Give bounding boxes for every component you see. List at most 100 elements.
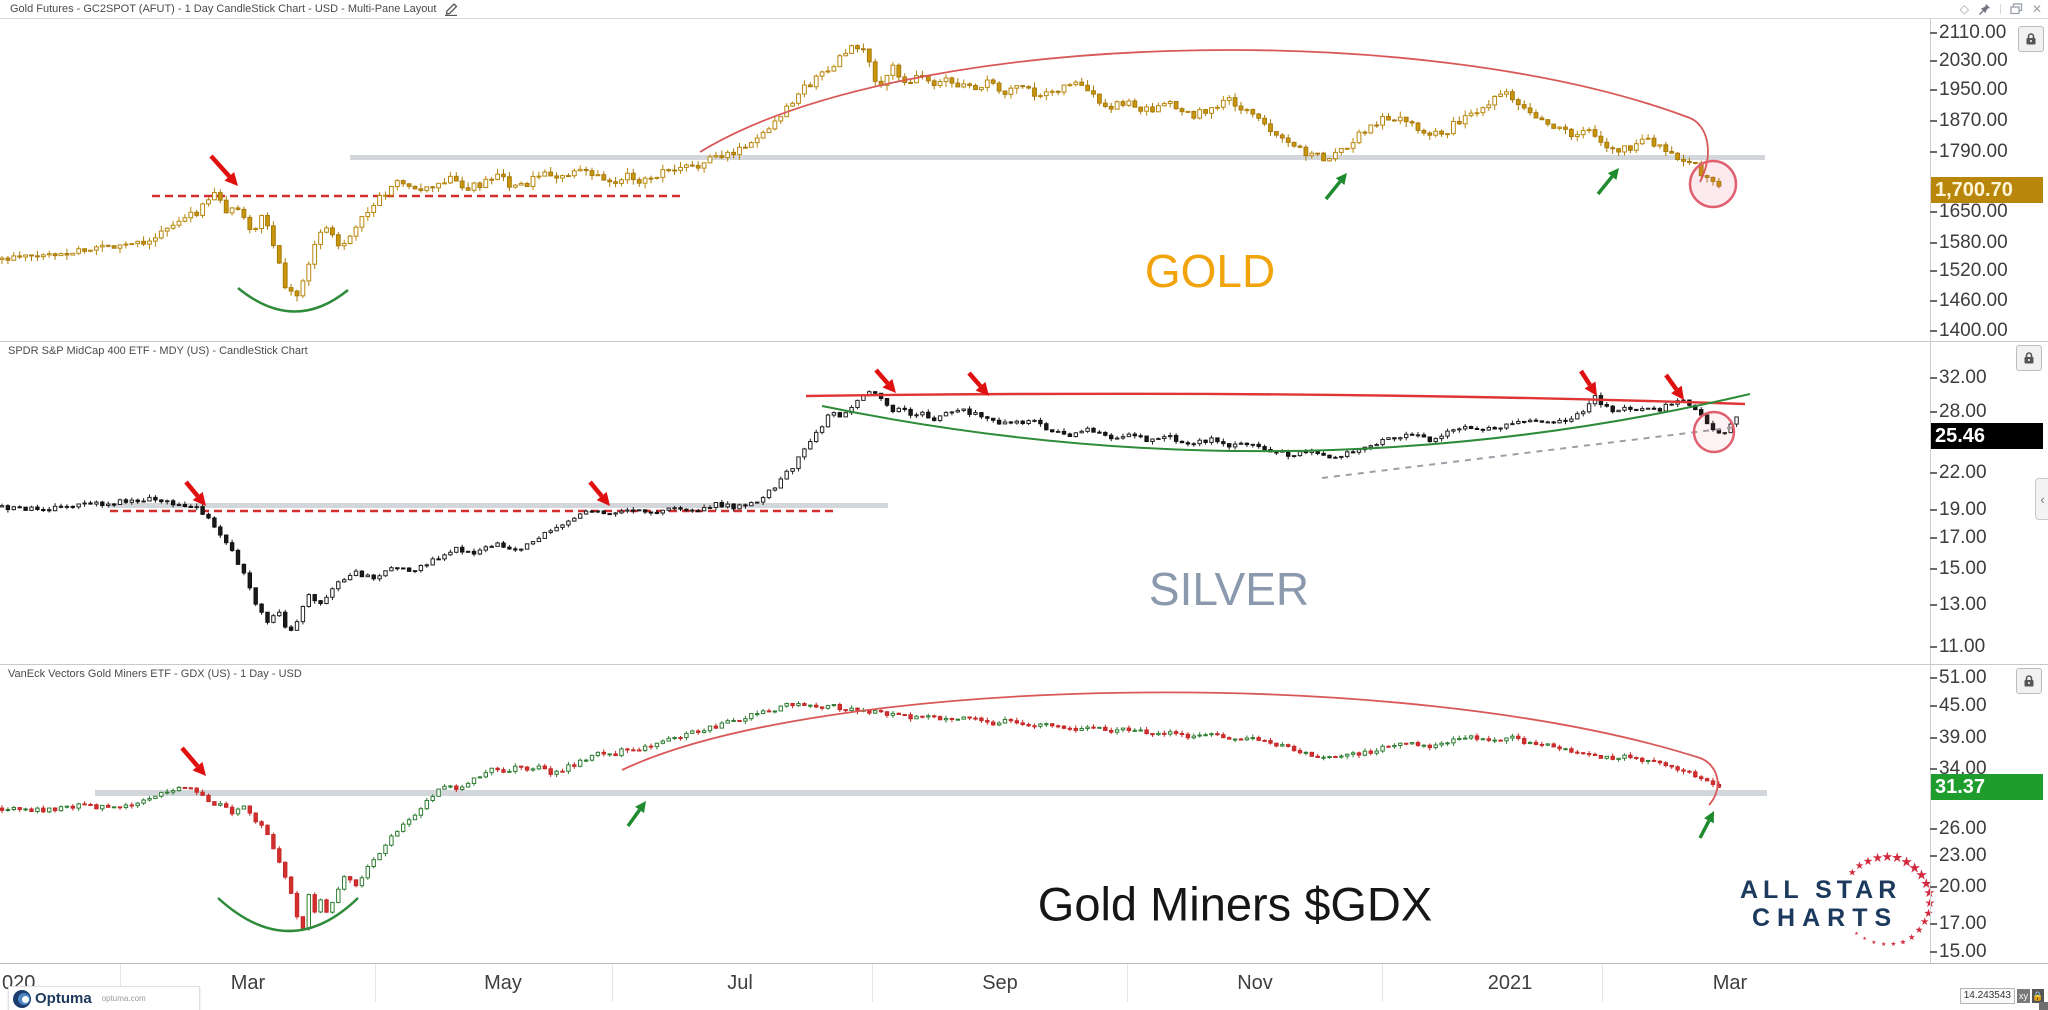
y-axis-tick: 1520.00 xyxy=(1930,260,2044,282)
y-axis-tick: 45.00 xyxy=(1930,695,2044,717)
close-icon[interactable]: ✕ xyxy=(2031,2,2042,16)
y-axis-tick: 34.00 xyxy=(1930,758,2044,780)
status-lock-icon[interactable]: 🔒 xyxy=(2032,989,2044,1003)
y-axis-tick: 2030.00 xyxy=(1930,50,2044,72)
star-icon: ★ xyxy=(1899,937,1907,947)
star-icon: ★ xyxy=(1862,936,1867,943)
window-titlebar: Gold Futures - GC2SPOT (AFUT) - 1 Day Ca… xyxy=(0,0,2048,19)
x-axis-separator xyxy=(1602,964,1603,1002)
star-icon: ★ xyxy=(1923,907,1934,920)
axis-lock-icon[interactable] xyxy=(2016,345,2042,371)
optuma-logo-text: Optuma xyxy=(35,990,92,1007)
y-axis-tick: 23.00 xyxy=(1930,845,2044,867)
x-axis-label: 2021 xyxy=(1487,972,1533,994)
optuma-logo: Optuma optuma.com xyxy=(8,986,200,1010)
pane-silver-plot[interactable] xyxy=(0,342,1930,663)
y-axis-tick: 13.00 xyxy=(1930,594,2044,616)
y-axis-tick: 39.00 xyxy=(1930,727,2044,749)
star-icon: ★ xyxy=(1914,924,1924,936)
star-icon: ★ xyxy=(1900,853,1913,870)
gdx-text-label: Gold Miners $GDX xyxy=(1037,877,1433,931)
pane-gold-plot[interactable] xyxy=(0,19,1930,340)
axis-lock-icon[interactable] xyxy=(2016,668,2042,694)
last-price-label: 25.46 xyxy=(1931,422,2043,449)
x-axis-separator xyxy=(612,964,613,1002)
x-axis-separator xyxy=(375,964,376,1002)
edit-title-icon[interactable] xyxy=(444,3,458,16)
y-axis-tick: 51.00 xyxy=(1930,667,2044,689)
star-icon: ★ xyxy=(1920,916,1930,928)
pin-icon[interactable] xyxy=(1978,3,1991,16)
price-axis-border xyxy=(1930,18,1931,963)
gold-text-label: GOLD xyxy=(1144,245,1276,297)
allstar-line2: CHARTS xyxy=(1752,904,1899,932)
star-icon: ★ xyxy=(1871,940,1877,947)
y-axis-tick: 32.00 xyxy=(1930,367,2044,389)
x-axis-label: May xyxy=(484,972,522,994)
x-axis-separator xyxy=(1127,964,1128,1002)
y-axis-tick: 11.00 xyxy=(1930,636,2044,658)
star-icon: ★ xyxy=(1862,855,1874,868)
window-controls: ◇ ✕ xyxy=(1960,1,2042,17)
optuma-domain-text: optuma.com xyxy=(101,994,146,1003)
star-icon: ★ xyxy=(1871,850,1884,865)
allstar-line1: ALL STAR xyxy=(1740,876,1902,904)
y-axis-tick: 28.00 xyxy=(1930,401,2044,423)
y-axis-tick: 15.00 xyxy=(1930,941,2044,963)
star-icon: ★ xyxy=(1854,930,1859,937)
star-icon: ★ xyxy=(1848,867,1857,879)
x-axis-separator xyxy=(1382,964,1383,1002)
y-axis-tick: 17.00 xyxy=(1930,527,2044,549)
pane-gdx-plot[interactable] xyxy=(0,665,1930,962)
resize-corner[interactable] xyxy=(2039,1002,2048,1010)
star-icon: ★ xyxy=(1924,896,1935,910)
date-axis[interactable]: 020 Mar May Jul Sep Nov 2021 Mar xyxy=(0,963,2048,1002)
pane-divider-1[interactable] xyxy=(0,341,2048,342)
link-diamond-icon[interactable]: ◇ xyxy=(1959,2,1969,16)
optuma-logo-icon xyxy=(13,989,31,1008)
star-icon: ★ xyxy=(1915,866,1928,883)
last-price-label: 1,700.70 xyxy=(1931,176,2043,203)
x-axis-separator xyxy=(872,964,873,1002)
star-icon: ★ xyxy=(1908,859,1921,876)
star-icon: ★ xyxy=(1881,849,1894,865)
y-axis-tick: 19.00 xyxy=(1930,499,2044,521)
y-axis-tick: 1460.00 xyxy=(1930,290,2044,312)
y-axis-tick: 2110.00 xyxy=(1930,22,2044,44)
allstarcharts-logo: ALL STAR CHARTS ★★★★★★★★★★★★★★★★★★★★★★ xyxy=(1738,849,1968,958)
axis-lock-icon[interactable] xyxy=(2018,26,2044,52)
star-icon: ★ xyxy=(1854,859,1865,872)
silver-text-label: SILVER xyxy=(1148,563,1310,615)
x-axis-label: Sep xyxy=(982,972,1018,994)
y-axis-tick: 17.00 xyxy=(1930,913,2044,935)
coordinate-value: 14.243543 xyxy=(1959,988,2015,1004)
x-axis-label: Mar xyxy=(1712,972,1748,994)
y-axis-tick: 20.00 xyxy=(1930,876,2044,898)
last-price-label: 31.37 xyxy=(1931,773,2043,800)
x-axis-label: Mar xyxy=(230,972,266,994)
star-icon: ★ xyxy=(1890,941,1897,949)
y-axis-tick: 26.00 xyxy=(1930,818,2044,840)
y-axis-tick: 1400.00 xyxy=(1930,320,2044,342)
pane-silver-title: SPDR S&P MidCap 400 ETF - MDY (US) - Can… xyxy=(8,345,308,357)
xy-badge: xy xyxy=(2017,989,2030,1003)
pane-divider-2[interactable] xyxy=(0,664,2048,665)
pane-gdx-title: VanEck Vectors Gold Miners ETF - GDX (US… xyxy=(8,668,302,680)
restore-window-icon[interactable] xyxy=(2010,3,2023,15)
x-axis-separator xyxy=(120,964,121,1002)
star-icon: ★ xyxy=(1920,875,1933,891)
star-icon: ★ xyxy=(1923,885,1935,901)
y-axis-tick: 1650.00 xyxy=(1930,201,2044,223)
controls-divider xyxy=(1999,4,2001,14)
y-axis-tick: 1870.00 xyxy=(1930,110,2044,132)
y-axis-tick: 1790.00 xyxy=(1930,141,2044,163)
y-axis-tick: 1580.00 xyxy=(1930,232,2044,254)
x-axis-label: Nov xyxy=(1237,972,1273,994)
star-icon: ★ xyxy=(1907,931,1916,942)
collapse-panel-chevron-icon[interactable]: ‹ xyxy=(2035,478,2048,520)
x-axis-label: Jul xyxy=(727,972,753,994)
star-icon: ★ xyxy=(1891,850,1904,866)
star-icon: ★ xyxy=(1880,941,1887,948)
